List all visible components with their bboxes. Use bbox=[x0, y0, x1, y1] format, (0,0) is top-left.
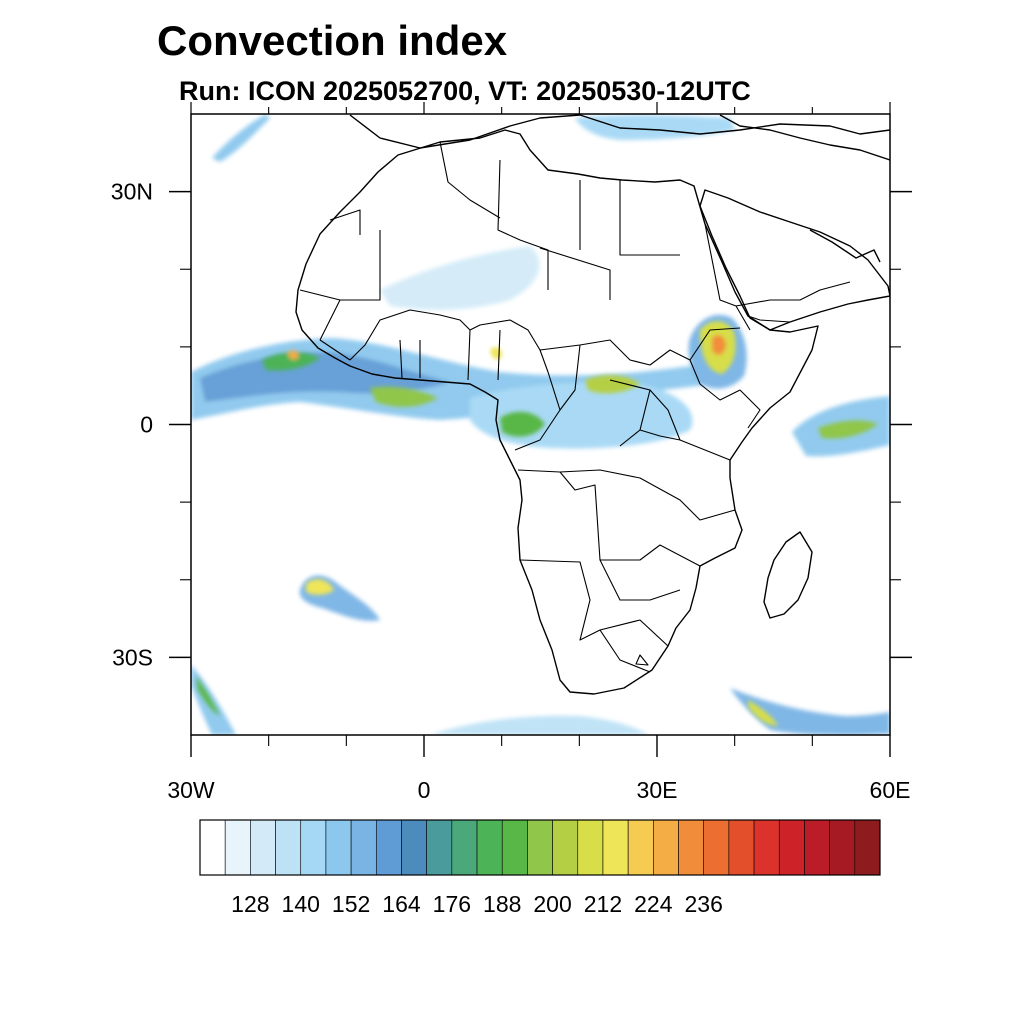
colorbar-label: 140 bbox=[282, 891, 320, 917]
colorbar-swatch bbox=[527, 819, 553, 876]
field-sahel bbox=[380, 246, 540, 310]
field-ethiopia-hot bbox=[712, 335, 726, 355]
field-north-atlantic bbox=[212, 114, 270, 162]
field-indian-ocean-core bbox=[818, 420, 878, 439]
field-congo-outer bbox=[470, 382, 693, 449]
field-brazil-coast bbox=[191, 665, 236, 735]
field-south-atlantic-core bbox=[306, 579, 334, 595]
border-lines-north bbox=[299, 141, 680, 341]
colorbar-swatch bbox=[778, 819, 805, 876]
colorbar-swatch bbox=[854, 819, 881, 876]
colorbar-swatch bbox=[829, 819, 856, 876]
field-congo-core bbox=[500, 411, 545, 437]
lon-tick-label: 0 bbox=[418, 777, 431, 803]
colorbar-swatch bbox=[552, 819, 579, 876]
colorbar-label: 188 bbox=[483, 891, 521, 917]
colorbar-label: 224 bbox=[634, 891, 673, 917]
colorbar-swatch bbox=[476, 819, 503, 876]
country-borders bbox=[299, 141, 851, 673]
colorbar-swatch bbox=[501, 819, 528, 876]
border-lines-central bbox=[514, 339, 731, 461]
colorbar-swatch bbox=[224, 819, 251, 876]
colorbar-swatch bbox=[703, 819, 730, 876]
europe-coastline bbox=[349, 114, 890, 149]
arabian-gulf-coast bbox=[809, 229, 881, 263]
border-lines-east bbox=[689, 223, 851, 429]
lat-tick-label: 30S bbox=[112, 644, 153, 670]
colorbar-label: 212 bbox=[584, 891, 622, 917]
colorbar-label: 164 bbox=[382, 891, 421, 917]
colorbar-swatch bbox=[300, 819, 327, 876]
coastlines bbox=[295, 114, 890, 695]
border-lines-west bbox=[319, 309, 549, 381]
colorbar: 128 140 152 164 176 188 200 212 224 236 bbox=[199, 819, 881, 917]
colorbar-swatch bbox=[350, 819, 377, 876]
colorbar-frame bbox=[199, 819, 881, 876]
colorbar-swatch bbox=[753, 819, 780, 876]
colorbar-swatch bbox=[653, 819, 679, 876]
colorbar-label: 200 bbox=[533, 891, 571, 917]
field-car-core bbox=[585, 375, 640, 394]
map-title: Convection index bbox=[157, 17, 508, 64]
arabia-coastline bbox=[699, 189, 890, 331]
colorbar-swatch bbox=[250, 819, 276, 876]
colorbar-label: 152 bbox=[332, 891, 370, 917]
colorbar-label: 176 bbox=[433, 891, 471, 917]
lat-tick-label: 30N bbox=[111, 179, 153, 205]
colorbar-swatch bbox=[401, 819, 427, 876]
colorbar-swatch bbox=[199, 819, 226, 876]
lon-tick-label: 30W bbox=[167, 777, 215, 803]
field-southern-ocean bbox=[430, 715, 650, 735]
map-panel: 30W 0 30E 60E 30N 0 30S bbox=[111, 102, 912, 803]
field-south-indian-core bbox=[748, 700, 778, 726]
colorbar-swatch bbox=[426, 819, 453, 876]
field-gulf-guinea-core bbox=[370, 386, 438, 407]
field-guinea-spot bbox=[288, 350, 299, 360]
colorbar-swatch bbox=[602, 819, 629, 876]
field-brazil-core bbox=[196, 676, 220, 716]
colorbar-swatch bbox=[678, 819, 705, 876]
colorbar-swatch bbox=[451, 819, 478, 876]
axis-ticks: 30W 0 30E 60E 30N 0 30S bbox=[111, 102, 912, 803]
colorbar-label: 128 bbox=[231, 891, 269, 917]
lon-tick-label: 60E bbox=[870, 777, 911, 803]
colorbar-swatch bbox=[728, 819, 755, 876]
africa-coastline bbox=[295, 129, 819, 695]
lat-tick-label: 0 bbox=[140, 412, 153, 438]
colorbar-swatch bbox=[325, 819, 352, 876]
colorbar-swatch bbox=[275, 819, 302, 876]
field-west-africa-core bbox=[262, 352, 320, 371]
border-lines-south bbox=[517, 469, 736, 673]
map-subtitle: Run: ICON 2025052700, VT: 20250530-12UTC bbox=[179, 76, 751, 106]
colorbar-swatch bbox=[375, 819, 402, 876]
colorbar-swatch bbox=[577, 819, 604, 876]
colorbar-swatch bbox=[627, 819, 654, 876]
colorbar-swatch bbox=[804, 819, 830, 876]
lon-tick-label: 30E bbox=[637, 777, 678, 803]
madagascar-coastline bbox=[763, 531, 813, 619]
colorbar-label: 236 bbox=[685, 891, 723, 917]
black-sea-turkey-coast bbox=[719, 114, 890, 161]
